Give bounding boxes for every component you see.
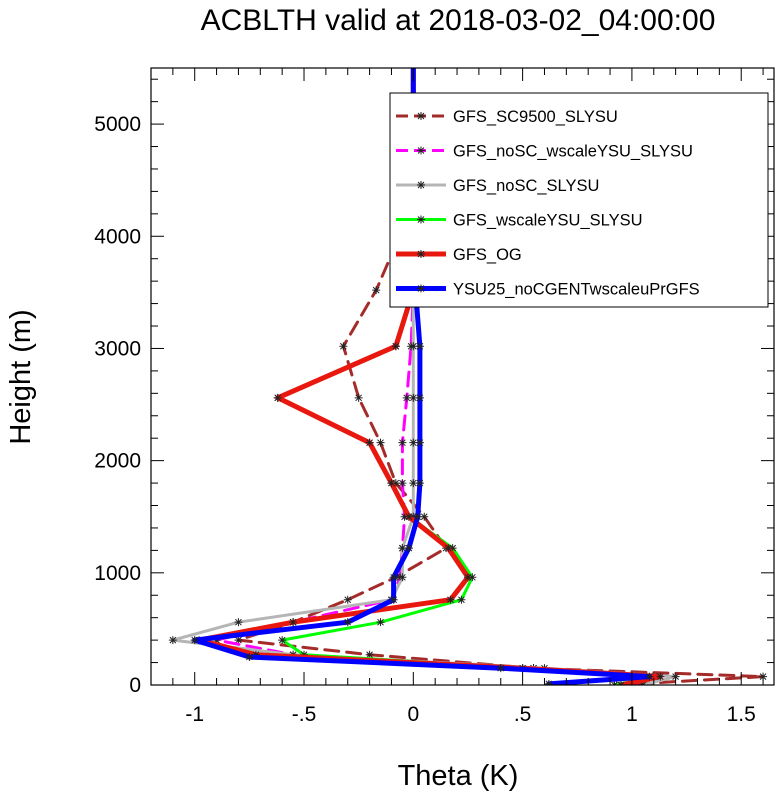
- series-point: [387, 479, 396, 488]
- legend-label: GFS_noSC_wscaleYSU_SLYSU: [453, 143, 693, 161]
- y-tick-label: 4000: [94, 225, 141, 248]
- series-point: [365, 650, 374, 659]
- series-point: [343, 618, 352, 627]
- series-point: [251, 650, 260, 659]
- y-tick-labels: 0 1000 2000 3000 4000 5000: [94, 113, 141, 697]
- legend-box: [389, 92, 769, 308]
- y-tick-label: 1000: [94, 562, 141, 585]
- legend-label: GFS_noSC_SLYSU: [453, 177, 599, 195]
- series-point: [645, 672, 654, 681]
- x-tick-label: .5: [514, 703, 532, 726]
- series-point: [404, 544, 413, 553]
- series-point: [376, 618, 385, 627]
- legend-marker-point: [417, 181, 425, 189]
- legend-entry: GFS_wscaleYSU_SLYSU: [396, 212, 643, 230]
- series-point: [463, 573, 472, 582]
- series-point: [671, 672, 680, 681]
- series-point: [278, 636, 287, 645]
- chart-title: ACBLTH valid at 2018-03-02_04:00:00: [201, 4, 716, 37]
- series-point: [496, 664, 505, 673]
- series-point: [420, 512, 429, 521]
- series-point: [544, 679, 553, 685]
- series-point: [656, 672, 665, 681]
- legend-label: YSU25_noCGENTwscaleuPrGFS: [453, 281, 700, 299]
- series-point: [389, 595, 398, 604]
- series-point: [415, 342, 424, 351]
- series-point: [343, 595, 352, 604]
- series-point: [168, 636, 177, 645]
- legend-marker-point: [417, 146, 425, 155]
- series-point: [404, 512, 413, 521]
- y-tick-label: 2000: [94, 450, 141, 473]
- series-point: [398, 438, 407, 447]
- legend-marker-point: [417, 284, 425, 293]
- legend-entry: GFS_SC9500_SLYSU: [396, 108, 618, 126]
- x-tick-label: -1: [185, 703, 204, 726]
- y-tick-label: 3000: [94, 337, 141, 360]
- legend-marker-point: [417, 215, 425, 224]
- series-point: [400, 512, 409, 521]
- series-point: [409, 479, 418, 488]
- x-tick-label: 0: [407, 703, 419, 726]
- series-point: [398, 544, 407, 553]
- series-point: [398, 479, 407, 488]
- series-point: [354, 393, 363, 402]
- series-point: [409, 512, 418, 521]
- legend-entry: GFS_noSC_wscaleYSU_SLYSU: [396, 143, 693, 161]
- series-point: [245, 652, 254, 661]
- series-point: [389, 573, 398, 582]
- legend-marker-point: [417, 250, 425, 258]
- series-point: [190, 636, 199, 645]
- series-point: [409, 393, 418, 402]
- series-point: [376, 438, 385, 447]
- x-tick-label: 1: [626, 703, 638, 726]
- series-point: [365, 438, 374, 447]
- series-point: [391, 342, 400, 351]
- series-point: [212, 636, 221, 645]
- y-tick-label: 5000: [94, 113, 141, 136]
- series-point: [468, 573, 477, 582]
- series-point: [759, 672, 768, 681]
- legend-label: GFS_wscaleYSU_SLYSU: [453, 212, 643, 230]
- series-point: [446, 595, 455, 604]
- series-point: [457, 595, 466, 604]
- plot-frame: [150, 67, 775, 686]
- series-point: [339, 342, 348, 351]
- series-point: [448, 544, 457, 553]
- legend-label: GFS_OG: [453, 246, 522, 264]
- axis-ticks: [151, 68, 774, 686]
- x-tick-label: -.5: [292, 703, 317, 726]
- series-point: [273, 393, 282, 402]
- series-point: [234, 636, 243, 645]
- legend-marker-point: [417, 112, 425, 120]
- series-point: [234, 618, 243, 627]
- series-point: [372, 286, 381, 295]
- series-point: [402, 393, 411, 402]
- series-point: [415, 438, 424, 447]
- x-tick-label: 1.5: [727, 703, 756, 726]
- legend: GFS_SC9500_SLYSU GFS_noSC_wscaleYSU_SLYSU…: [389, 92, 769, 308]
- x-tick-labels: -1 -.5 0 .5 1 1.5: [185, 703, 755, 726]
- series-point: [413, 512, 422, 521]
- legend-entry: YSU25_noCGENTwscaleuPrGFS: [396, 281, 700, 299]
- legend-label: GFS_SC9500_SLYSU: [453, 108, 618, 126]
- series-point: [398, 573, 407, 582]
- series-point: [409, 342, 418, 351]
- y-axis-title: Height (m): [5, 309, 37, 444]
- series-point: [444, 544, 453, 553]
- y-tick-label: 0: [129, 674, 141, 697]
- series-point: [415, 393, 424, 402]
- series-point: [415, 479, 424, 488]
- series-point: [409, 438, 418, 447]
- legend-entry: GFS_OG: [396, 246, 522, 264]
- series-point: [391, 479, 400, 488]
- legend-entry: GFS_noSC_SLYSU: [396, 177, 599, 195]
- series-point: [289, 618, 298, 627]
- x-axis-title: Theta (K): [398, 760, 519, 792]
